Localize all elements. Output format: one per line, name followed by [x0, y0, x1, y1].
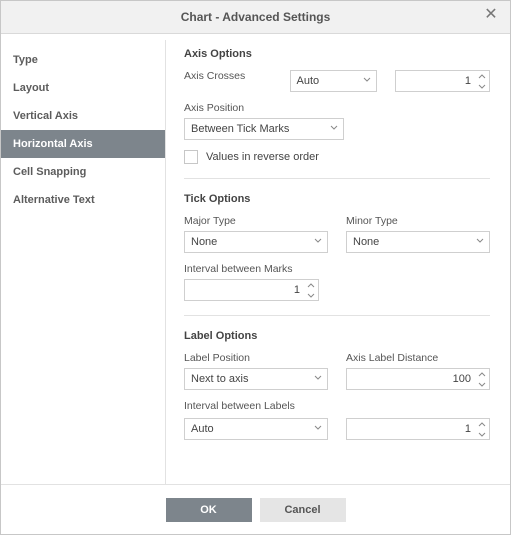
close-icon[interactable]: ✕: [482, 7, 500, 25]
spinner-value: 100: [353, 373, 473, 385]
sidebar-item-vertical-axis[interactable]: Vertical Axis: [1, 102, 165, 130]
spinner-value: 1: [191, 284, 302, 296]
sidebar-item-alternative-text[interactable]: Alternative Text: [1, 186, 165, 214]
sidebar-item-layout[interactable]: Layout: [1, 74, 165, 102]
button-label: Cancel: [284, 504, 320, 516]
sidebar-item-label: Cell Snapping: [13, 166, 86, 178]
dialog-body: Type Layout Vertical Axis Horizontal Axi…: [1, 34, 510, 484]
step-up-icon[interactable]: [477, 370, 487, 378]
select-label-position[interactable]: Next to axis: [184, 368, 328, 390]
titlebar: Chart - Advanced Settings ✕: [1, 1, 510, 34]
select-major-type[interactable]: None: [184, 231, 328, 253]
checkbox-box: [184, 150, 198, 164]
label-axis-position: Axis Position: [184, 102, 490, 114]
ok-button[interactable]: OK: [166, 498, 252, 522]
footer: OK Cancel: [1, 484, 510, 534]
spinner-axis-label-distance[interactable]: 100: [346, 368, 490, 390]
content-panel: Axis Options Axis Crosses Auto 1: [165, 40, 510, 484]
chevron-down-icon: [330, 124, 338, 132]
select-value: Auto: [297, 75, 320, 87]
sidebar-item-type[interactable]: Type: [1, 46, 165, 74]
label-interval-marks: Interval between Marks: [184, 263, 490, 275]
divider: [184, 315, 490, 316]
step-down-icon[interactable]: [306, 291, 316, 299]
chevron-down-icon: [363, 76, 371, 84]
divider: [184, 178, 490, 179]
step-up-icon[interactable]: [477, 72, 487, 80]
chevron-down-icon: [476, 237, 484, 245]
select-value: None: [353, 236, 379, 248]
select-value: Between Tick Marks: [191, 123, 289, 135]
sidebar-item-label: Layout: [13, 82, 49, 94]
spinner-value: 1: [402, 75, 473, 87]
sidebar-item-label: Alternative Text: [13, 194, 95, 206]
dialog-title: Chart - Advanced Settings: [1, 10, 510, 24]
spinner-value: 1: [353, 423, 473, 435]
sidebar-item-label: Vertical Axis: [13, 110, 78, 122]
select-value: None: [191, 236, 217, 248]
step-down-icon[interactable]: [477, 380, 487, 388]
label-major-type: Major Type: [184, 215, 328, 227]
section-title-tick-options: Tick Options: [184, 193, 490, 205]
button-label: OK: [200, 504, 217, 516]
step-up-icon[interactable]: [306, 281, 316, 289]
select-axis-crosses[interactable]: Auto: [290, 70, 378, 92]
label-label-position: Label Position: [184, 352, 328, 364]
step-down-icon[interactable]: [477, 430, 487, 438]
checkbox-label: Values in reverse order: [206, 151, 319, 163]
chevron-down-icon: [314, 374, 322, 382]
sidebar-item-label: Type: [13, 54, 38, 66]
sidebar-item-cell-snapping[interactable]: Cell Snapping: [1, 158, 165, 186]
select-value: Next to axis: [191, 373, 248, 385]
spinner-interval-marks[interactable]: 1: [184, 279, 319, 301]
select-minor-type[interactable]: None: [346, 231, 490, 253]
checkbox-reverse-order[interactable]: Values in reverse order: [184, 150, 490, 164]
label-axis-crosses: Axis Crosses: [184, 70, 272, 82]
section-title-axis-options: Axis Options: [184, 48, 490, 60]
spinner-interval-labels[interactable]: 1: [346, 418, 490, 440]
select-interval-labels[interactable]: Auto: [184, 418, 328, 440]
label-axis-label-distance: Axis Label Distance: [346, 352, 490, 364]
sidebar: Type Layout Vertical Axis Horizontal Axi…: [1, 40, 165, 484]
dialog: Chart - Advanced Settings ✕ Type Layout …: [0, 0, 511, 535]
sidebar-item-label: Horizontal Axis: [13, 138, 93, 150]
chevron-down-icon: [314, 237, 322, 245]
select-axis-position[interactable]: Between Tick Marks: [184, 118, 344, 140]
chevron-down-icon: [314, 424, 322, 432]
step-down-icon[interactable]: [477, 82, 487, 90]
select-value: Auto: [191, 423, 214, 435]
label-minor-type: Minor Type: [346, 215, 490, 227]
sidebar-item-horizontal-axis[interactable]: Horizontal Axis: [1, 130, 165, 158]
step-up-icon[interactable]: [477, 420, 487, 428]
section-title-label-options: Label Options: [184, 330, 490, 342]
spinner-axis-crosses-value[interactable]: 1: [395, 70, 490, 92]
label-interval-labels: Interval between Labels: [184, 400, 490, 412]
cancel-button[interactable]: Cancel: [260, 498, 346, 522]
